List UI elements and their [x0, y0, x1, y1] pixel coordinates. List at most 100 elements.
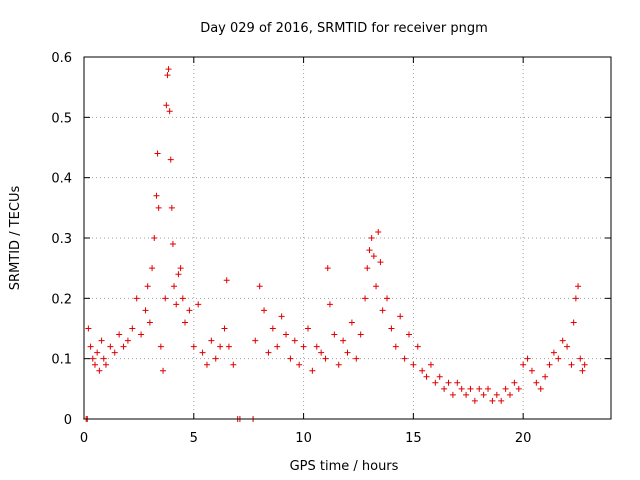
- data-point: [186, 307, 193, 314]
- data-point: [410, 361, 417, 368]
- data-point: [149, 265, 156, 272]
- data-point: [506, 391, 513, 398]
- data-point: [449, 391, 456, 398]
- data-point: [366, 247, 373, 254]
- data-point: [445, 379, 452, 386]
- data-point: [581, 361, 588, 368]
- data-point: [485, 385, 492, 392]
- data-point: [511, 379, 518, 386]
- data-point: [163, 102, 170, 109]
- data-point: [436, 373, 443, 380]
- data-point: [252, 337, 259, 344]
- data-point: [405, 331, 412, 338]
- data-point: [182, 319, 189, 326]
- data-point: [96, 367, 103, 374]
- data-point: [528, 367, 535, 374]
- data-point: [256, 283, 263, 290]
- data-point: [300, 343, 307, 350]
- data-point: [401, 355, 408, 362]
- data-point: [542, 373, 549, 380]
- data-point: [151, 235, 158, 241]
- data-point: [324, 265, 331, 272]
- data-point: [179, 295, 186, 302]
- data-point: [489, 397, 496, 404]
- data-point: [142, 307, 149, 314]
- y-tick-label: 0: [64, 413, 72, 428]
- data-point: [322, 355, 329, 362]
- data-point: [100, 355, 107, 362]
- data-point: [467, 385, 474, 392]
- y-tick-label: 0.4: [51, 172, 72, 187]
- data-point: [208, 337, 215, 344]
- data-point: [388, 325, 395, 332]
- data-point: [190, 343, 197, 350]
- data-point: [175, 271, 182, 278]
- data-point: [89, 355, 96, 362]
- data-point: [164, 72, 171, 79]
- data-point: [274, 343, 281, 350]
- data-point: [155, 204, 162, 211]
- data-point: [153, 192, 160, 199]
- x-tick-label: 15: [405, 431, 422, 446]
- data-point: [199, 349, 206, 356]
- data-point: [471, 397, 478, 404]
- data-point: [313, 343, 320, 350]
- data-point: [362, 295, 369, 302]
- data-point: [577, 355, 584, 362]
- y-tick-label: 0.1: [51, 353, 72, 368]
- data-point: [212, 355, 219, 362]
- data-point: [265, 349, 272, 356]
- data-point: [165, 66, 172, 73]
- data-point: [377, 259, 384, 266]
- data-points: [83, 66, 588, 422]
- data-point: [414, 343, 421, 350]
- data-point: [480, 391, 487, 398]
- data-point: [515, 385, 522, 392]
- y-tick-label: 0.6: [51, 51, 72, 66]
- data-point: [423, 373, 430, 380]
- data-point: [463, 391, 470, 398]
- data-point: [348, 319, 355, 326]
- x-tick-label: 20: [515, 431, 532, 446]
- data-point: [498, 397, 505, 404]
- data-point: [379, 307, 386, 314]
- data-point: [167, 156, 174, 163]
- data-point: [568, 361, 575, 368]
- data-point: [546, 361, 553, 368]
- data-point: [171, 283, 178, 290]
- data-point: [225, 343, 232, 350]
- data-point: [144, 283, 151, 290]
- data-point: [278, 313, 285, 320]
- data-point: [269, 325, 276, 332]
- x-tick-label: 5: [190, 431, 198, 446]
- data-point: [520, 361, 527, 368]
- data-point: [223, 277, 230, 284]
- data-point: [166, 108, 173, 115]
- data-point: [116, 331, 123, 338]
- data-point: [309, 367, 316, 374]
- data-point: [160, 367, 167, 374]
- data-point: [572, 295, 579, 302]
- data-point: [94, 349, 101, 356]
- data-point: [357, 331, 364, 338]
- data-point: [129, 325, 136, 332]
- data-point: [454, 379, 461, 386]
- data-point: [203, 361, 210, 368]
- data-point: [146, 319, 153, 326]
- y-axis-label: SRMTID / TECUs: [8, 186, 23, 291]
- data-point: [384, 295, 391, 302]
- data-point: [261, 307, 268, 314]
- data-point: [340, 337, 347, 344]
- data-point: [162, 295, 169, 302]
- data-point: [91, 361, 98, 368]
- data-point: [441, 385, 448, 392]
- data-point: [579, 367, 586, 374]
- data-point: [221, 325, 228, 332]
- y-tick-label: 0.5: [51, 111, 72, 126]
- data-point: [397, 313, 404, 320]
- data-point: [195, 301, 202, 308]
- data-point: [111, 349, 118, 356]
- y-tick-label: 0.2: [51, 292, 72, 307]
- data-point: [283, 331, 290, 338]
